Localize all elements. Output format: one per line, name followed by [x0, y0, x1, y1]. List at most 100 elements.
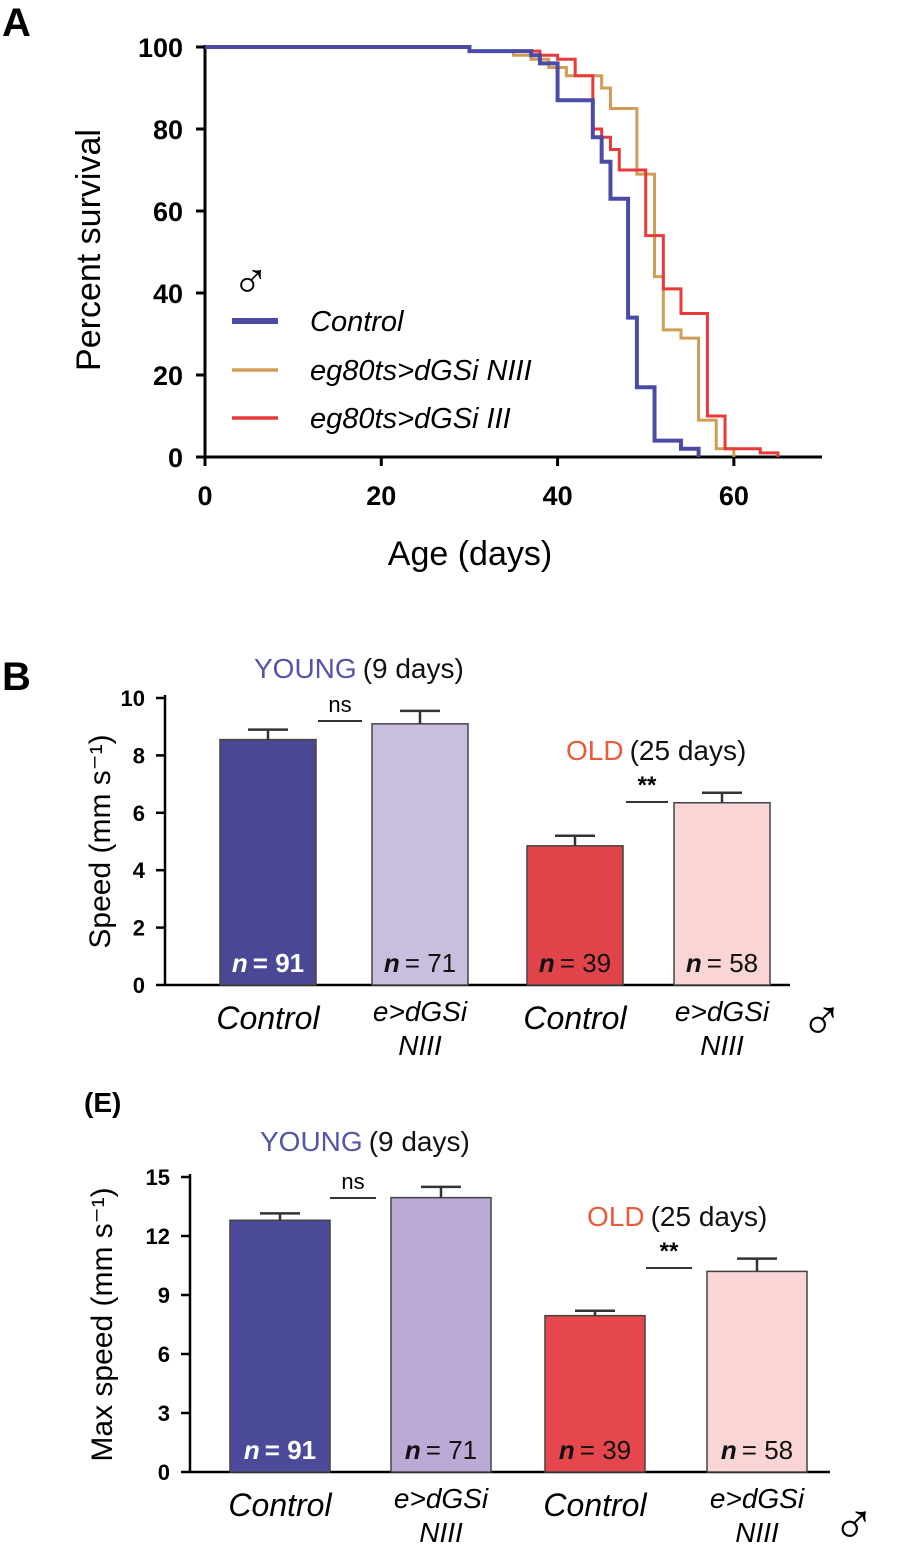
n-label: n = 91	[232, 948, 304, 978]
n-label: n = 71	[405, 1435, 477, 1465]
y-tick-label: 0	[133, 973, 145, 998]
y-tick-label: 9	[158, 1283, 170, 1308]
n-label-n: n	[384, 948, 400, 978]
group-heading: OLD (25 days)	[566, 735, 746, 766]
y-tick-label: 2	[133, 916, 145, 941]
panel-a-y-tick-label: 80	[153, 115, 183, 145]
group-detail: (25 days)	[630, 735, 747, 766]
category-label: Control	[228, 1487, 332, 1523]
group-name: YOUNG	[254, 653, 357, 684]
n-label-value: = 71	[426, 1435, 477, 1465]
panel-a-y-tick-label: 0	[168, 443, 183, 473]
y-tick-label: 12	[146, 1224, 170, 1249]
n-label-n: n	[244, 1435, 260, 1465]
group-heading: OLD (25 days)	[587, 1201, 767, 1232]
y-tick-label: 10	[121, 686, 145, 711]
y-tick-label: 6	[133, 801, 145, 826]
category-label: Control	[216, 1000, 320, 1036]
n-label-value: = 58	[707, 948, 758, 978]
panel-a-x-tick-label: 60	[719, 481, 749, 511]
bar	[706, 1270, 808, 1473]
n-label-n: n	[539, 948, 555, 978]
y-tick-label: 0	[158, 1460, 170, 1485]
survival-line-series-0	[205, 45, 701, 457]
y-axis-label: Speed (mm s⁻¹)	[84, 734, 117, 948]
n-label: n = 39	[539, 948, 611, 978]
category-label: NIII	[398, 1030, 442, 1061]
category-label: e>dGSi	[394, 1483, 489, 1514]
panel-b-letter: B	[2, 655, 31, 699]
significance-label: **	[660, 1238, 679, 1265]
n-label: n = 39	[559, 1435, 631, 1465]
y-tick-label: 6	[158, 1342, 170, 1367]
n-label-n: n	[405, 1435, 421, 1465]
group-detail: (25 days)	[651, 1201, 768, 1232]
group-detail: (9 days)	[363, 653, 464, 684]
legend-label: Control	[310, 306, 405, 338]
panel-a-y-tick-label: 20	[153, 361, 183, 391]
y-axis-label: Max speed (mm s⁻¹)	[86, 1187, 119, 1461]
bar	[526, 845, 624, 986]
male-symbol-icon: ♂	[800, 988, 844, 1053]
survival-line-series-2	[205, 45, 780, 457]
category-label: e>dGSi	[373, 996, 468, 1027]
panel-a-y-tick-label: 100	[138, 33, 183, 63]
panel-a-legend: Control eg80ts>dGSi NIII eg80ts>dGSi III	[232, 306, 532, 435]
n-label-value: = 58	[742, 1435, 793, 1465]
bar	[390, 1196, 492, 1473]
category-label: NIII	[419, 1517, 463, 1548]
group-name: OLD	[587, 1201, 645, 1232]
n-label-value: = 91	[253, 948, 304, 978]
n-label-value: = 39	[580, 1435, 631, 1465]
panel-a-xlabel: Age (days)	[388, 535, 552, 573]
group-name: OLD	[566, 735, 624, 766]
n-label: n = 58	[721, 1435, 793, 1465]
category-label: e>dGSi	[710, 1483, 805, 1514]
panel-a-axes: 0 20 40 60 0 20 40 60 80 100	[138, 33, 822, 511]
panel-a-x-tick-label: 40	[543, 481, 573, 511]
n-label-value: = 39	[560, 948, 611, 978]
n-label: n = 71	[384, 948, 456, 978]
group-heading: YOUNG (9 days)	[260, 1126, 470, 1157]
n-label: n = 58	[686, 948, 758, 978]
group-heading: YOUNG (9 days)	[254, 653, 464, 684]
n-label-value: = 91	[265, 1435, 316, 1465]
panel-a: A 0 20 40 60 0 20 40 60 80 100 Age (days) Percent…	[2, 1, 822, 573]
panel-e-letter: (E)	[84, 1087, 121, 1118]
n-label-n: n	[721, 1435, 737, 1465]
y-tick-label: 15	[146, 1165, 170, 1190]
category-label: Control	[543, 1487, 647, 1523]
panel-a-y-tick-label: 40	[153, 279, 183, 309]
n-label: n = 91	[244, 1435, 316, 1465]
n-label-n: n	[232, 948, 248, 978]
significance-label: ns	[341, 1169, 364, 1194]
panel-a-ylabel: Percent survival	[70, 129, 108, 371]
panel-a-lines	[205, 45, 780, 457]
category-label: NIII	[700, 1030, 744, 1061]
bar	[673, 802, 771, 986]
male-symbol-icon: ♂	[832, 1492, 876, 1552]
category-label: NIII	[735, 1517, 779, 1548]
category-label: Control	[523, 1000, 627, 1036]
y-tick-label: 8	[133, 743, 145, 768]
group-name: YOUNG	[260, 1126, 363, 1157]
panel-a-x-tick-label: 0	[197, 481, 212, 511]
n-label-value: = 71	[405, 948, 456, 978]
significance-label: **	[638, 772, 657, 799]
bar	[229, 1219, 331, 1473]
category-label: e>dGSi	[675, 996, 770, 1027]
group-detail: (9 days)	[369, 1126, 470, 1157]
panel-a-y-tick-label: 60	[153, 197, 183, 227]
panel-a-letter: A	[2, 1, 31, 45]
legend-label: eg80ts>dGSi NIII	[310, 355, 532, 387]
significance-label: ns	[328, 692, 351, 717]
bar	[544, 1314, 646, 1473]
panel-a-x-tick-label: 20	[366, 481, 396, 511]
y-tick-label: 3	[158, 1401, 170, 1426]
panel-a-sex-icon: ♂	[232, 253, 270, 309]
